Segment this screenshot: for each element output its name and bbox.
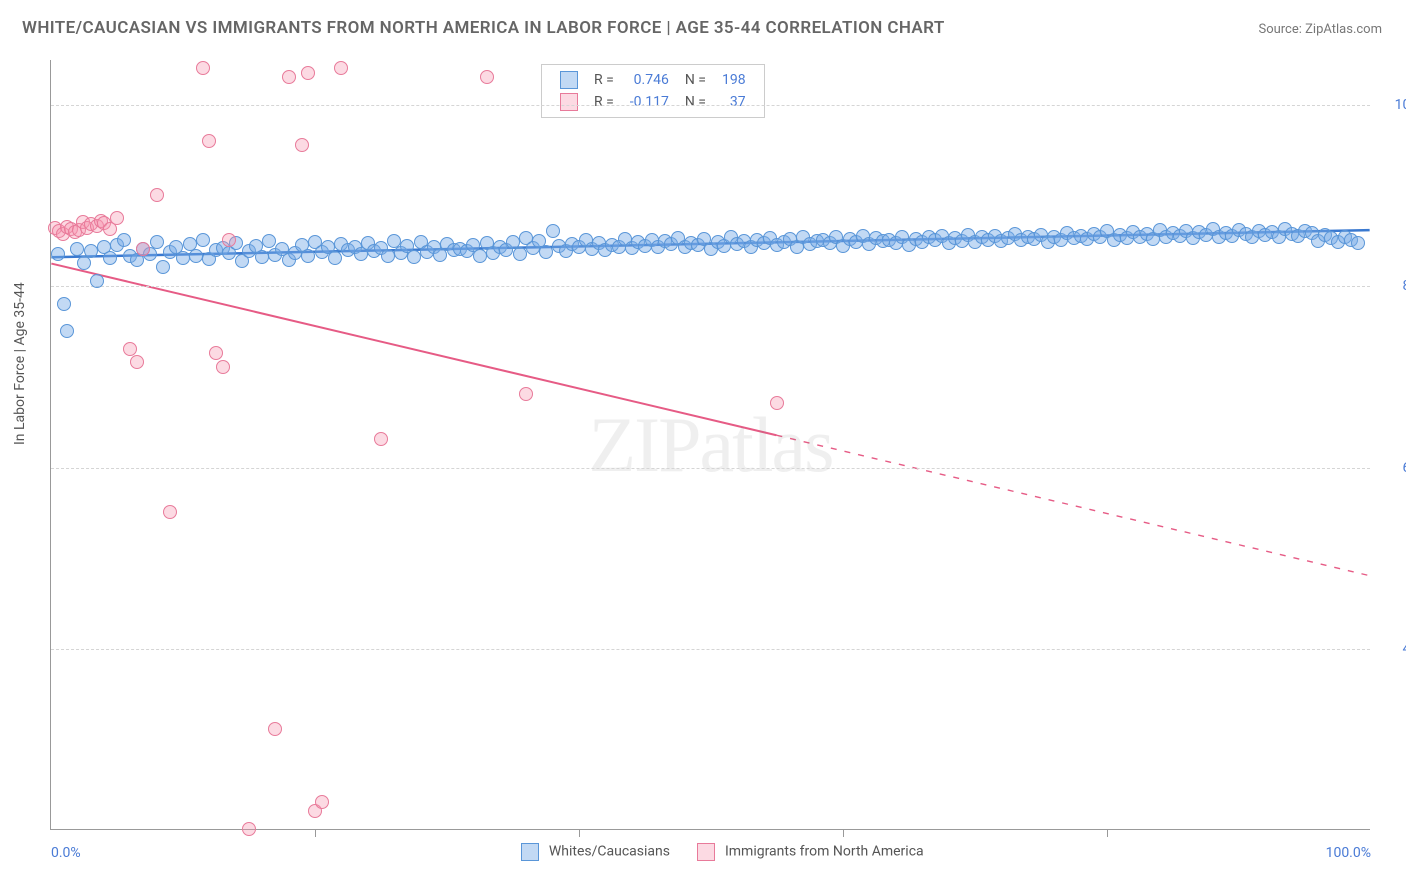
gridline-h: [51, 105, 1370, 106]
gridline-h: [51, 649, 1370, 650]
plot-area: ZIPatlas R = 0.746 N = 198 R = -0.117 N …: [50, 60, 1370, 830]
data-point: [150, 235, 164, 249]
y-axis-label: In Labor Force | Age 35-44: [12, 282, 28, 445]
data-point: [84, 244, 98, 258]
trend-line-solid-1: [51, 264, 776, 436]
chart-container: WHITE/CAUCASIAN VS IMMIGRANTS FROM NORTH…: [0, 0, 1406, 892]
data-point: [222, 233, 236, 247]
legend-swatch-1: [697, 843, 715, 861]
data-point: [282, 70, 296, 84]
chart-title: WHITE/CAUCASIAN VS IMMIGRANTS FROM NORTH…: [22, 18, 945, 38]
data-point: [262, 234, 276, 248]
data-point: [301, 66, 315, 80]
xtick: [579, 829, 580, 837]
data-point: [189, 249, 203, 263]
data-point: [110, 211, 124, 225]
xtick: [1107, 829, 1108, 837]
xtick: [843, 829, 844, 837]
n-value-1: 37: [714, 91, 754, 113]
r-label: R =: [586, 69, 622, 91]
xtick-label-max: 100.0%: [1326, 845, 1371, 861]
swatch-series-1: [560, 93, 578, 111]
legend-swatch-0: [521, 843, 539, 861]
data-point: [130, 355, 144, 369]
data-point: [136, 242, 150, 256]
r-value-0: 0.746: [622, 69, 677, 91]
data-point: [473, 249, 487, 263]
data-point: [216, 360, 230, 374]
data-point: [334, 61, 348, 75]
data-point: [196, 233, 210, 247]
data-point: [176, 251, 190, 265]
data-point: [70, 242, 84, 256]
legend-label-1: Immigrants from North America: [725, 844, 924, 860]
data-point: [202, 134, 216, 148]
swatch-series-0: [560, 71, 578, 89]
data-point: [255, 250, 269, 264]
data-point: [539, 245, 553, 259]
legend-label-0: Whites/Caucasians: [549, 844, 670, 860]
data-point: [315, 795, 329, 809]
data-point: [301, 249, 315, 263]
data-point: [123, 342, 137, 356]
ytick-label: 100.0%: [1380, 97, 1406, 113]
data-point: [1351, 236, 1365, 250]
ytick-label: 60.0%: [1380, 460, 1406, 476]
stats-row-series-1: R = -0.117 N = 37: [552, 91, 754, 113]
data-point: [156, 260, 170, 274]
trend-lines-svg: [51, 60, 1370, 829]
data-point: [103, 251, 117, 265]
data-point: [60, 324, 74, 338]
data-point: [770, 396, 784, 410]
trend-line-dashed-1: [776, 435, 1369, 575]
data-point: [480, 70, 494, 84]
data-point: [117, 233, 131, 247]
r-label: R =: [586, 91, 622, 113]
data-point: [51, 247, 65, 261]
data-point: [268, 722, 282, 736]
data-point: [150, 188, 164, 202]
n-label: N =: [677, 91, 714, 113]
gridline-h: [51, 468, 1370, 469]
ytick-label: 40.0%: [1380, 641, 1406, 657]
xtick: [315, 829, 316, 837]
data-point: [328, 251, 342, 265]
data-point: [519, 387, 533, 401]
data-point: [196, 61, 210, 75]
data-point: [407, 250, 421, 264]
bottom-legend: Whites/Caucasians Immigrants from North …: [51, 843, 1370, 861]
stats-legend: R = 0.746 N = 198 R = -0.117 N = 37: [541, 64, 765, 118]
gridline-h: [51, 286, 1370, 287]
xtick-label-min: 0.0%: [51, 845, 81, 861]
data-point: [209, 346, 223, 360]
data-point: [295, 138, 309, 152]
data-point: [90, 274, 104, 288]
data-point: [374, 432, 388, 446]
r-value-1: -0.117: [622, 91, 677, 113]
data-point: [242, 822, 256, 836]
ytick-label: 80.0%: [1380, 278, 1406, 294]
n-value-0: 198: [714, 69, 754, 91]
data-point: [513, 247, 527, 261]
data-point: [381, 249, 395, 263]
n-label: N =: [677, 69, 714, 91]
data-point: [546, 224, 560, 238]
source-label: Source: ZipAtlas.com: [1258, 22, 1382, 37]
stats-row-series-0: R = 0.746 N = 198: [552, 69, 754, 91]
data-point: [163, 505, 177, 519]
data-point: [57, 297, 71, 311]
